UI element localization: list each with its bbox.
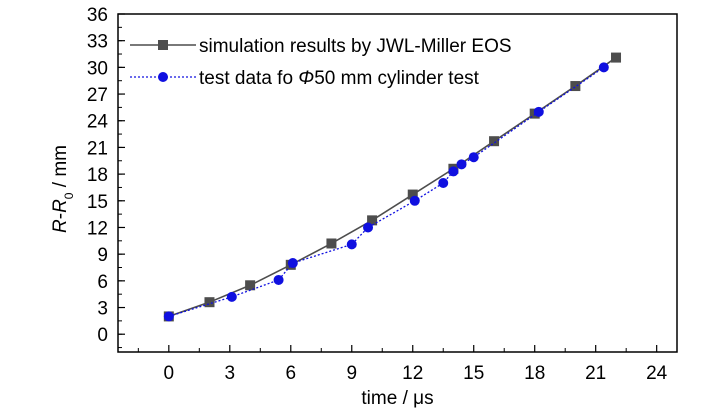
data-point-circle (456, 159, 467, 170)
y-tick-label: 15 (87, 192, 108, 213)
legend-label-1: simulation results by JWL-Miller EOS (199, 36, 512, 57)
y-tick-label: 18 (87, 165, 108, 186)
y-tick-label: 33 (87, 32, 108, 53)
y-tick-label: 9 (97, 245, 108, 266)
legend-marker-square (158, 40, 168, 50)
y-tick-label: 3 (97, 299, 108, 320)
data-point-circle (448, 166, 459, 177)
y-axis-title: R-R0 / mm (50, 145, 76, 233)
x-axis-title: time / μs (361, 388, 433, 409)
y-tick-label: 36 (87, 5, 108, 26)
x-tick-label: 9 (346, 363, 357, 384)
x-tick-label: 18 (524, 363, 545, 384)
data-point-circle (226, 291, 237, 302)
y-tick-label: 0 (97, 325, 108, 346)
x-tick-label: 6 (285, 363, 296, 384)
y-tick-label: 27 (87, 85, 108, 106)
data-point-circle (273, 274, 284, 285)
x-tick-label: 21 (585, 363, 606, 384)
data-point-square (489, 136, 500, 147)
legend-marker-circle (158, 72, 168, 82)
x-tick-label: 3 (225, 363, 236, 384)
y-tick-label: 30 (87, 58, 108, 79)
data-point-square (407, 189, 418, 200)
data-point-circle (346, 239, 357, 250)
data-point-circle (533, 106, 544, 117)
data-point-square (204, 297, 215, 308)
y-tick-label: 12 (87, 218, 108, 239)
data-point-circle (163, 311, 174, 322)
x-tick-label: 0 (164, 363, 175, 384)
y-tick-label: 21 (87, 138, 108, 159)
data-point-square (245, 280, 256, 291)
data-point-circle (409, 195, 420, 206)
x-tick-label: 12 (402, 363, 423, 384)
plot-frame (117, 13, 678, 353)
data-point-circle (287, 258, 298, 269)
data-point-circle (438, 178, 449, 188)
data-point-circle (468, 152, 479, 163)
legend-label-2: test data fo Φ50 mm cylinder test (199, 68, 480, 89)
data-point-square (570, 81, 581, 92)
data-point-square (611, 52, 622, 63)
data-point-circle (598, 62, 609, 73)
plot-area (163, 52, 622, 322)
x-tick-label: 15 (463, 363, 484, 384)
y-tick-label: 6 (97, 272, 108, 293)
x-tick-label: 24 (646, 363, 668, 384)
legend: simulation results by JWL-Miller EOS test… (130, 36, 512, 89)
data-point-square (326, 238, 337, 249)
data-point-square (367, 215, 378, 226)
data-point-circle (363, 222, 374, 233)
series-2 (163, 62, 609, 322)
y-tick-label: 24 (87, 112, 109, 133)
